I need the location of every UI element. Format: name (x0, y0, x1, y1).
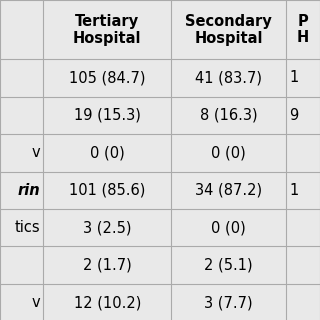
Text: P
H: P H (297, 14, 309, 45)
Text: 34 (87.2): 34 (87.2) (195, 183, 262, 198)
Text: 105 (84.7): 105 (84.7) (69, 70, 146, 85)
Text: v: v (32, 145, 41, 160)
Text: Tertiary
Hospital: Tertiary Hospital (73, 14, 141, 45)
Text: 2 (1.7): 2 (1.7) (83, 258, 132, 273)
Text: v: v (32, 295, 41, 310)
Text: 3 (2.5): 3 (2.5) (83, 220, 132, 235)
Text: 12 (10.2): 12 (10.2) (74, 295, 141, 310)
Text: 3 (7.7): 3 (7.7) (204, 295, 253, 310)
Text: 9: 9 (290, 108, 299, 123)
Text: rin: rin (18, 183, 41, 198)
Text: 2 (5.1): 2 (5.1) (204, 258, 253, 273)
Text: 101 (85.6): 101 (85.6) (69, 183, 145, 198)
Text: 0 (0): 0 (0) (212, 220, 246, 235)
Text: 19 (15.3): 19 (15.3) (74, 108, 140, 123)
Text: 1: 1 (290, 183, 299, 198)
Text: 0 (0): 0 (0) (90, 145, 124, 160)
Text: 1: 1 (290, 70, 299, 85)
Text: 0 (0): 0 (0) (212, 145, 246, 160)
Text: 8 (16.3): 8 (16.3) (200, 108, 258, 123)
Text: tics: tics (15, 220, 41, 235)
Text: 41 (83.7): 41 (83.7) (195, 70, 262, 85)
Text: Secondary
Hospital: Secondary Hospital (185, 14, 272, 45)
